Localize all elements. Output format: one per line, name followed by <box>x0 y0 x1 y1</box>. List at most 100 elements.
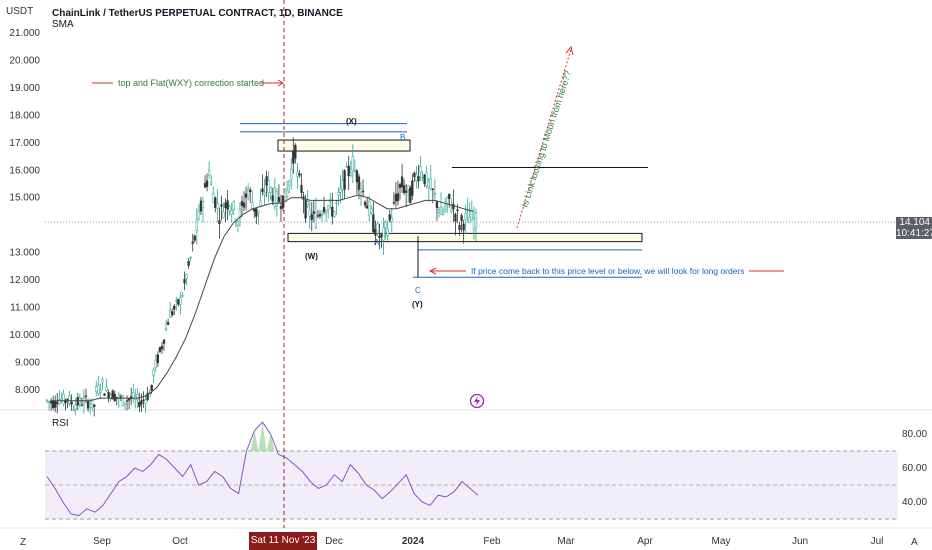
drawing-levels[interactable] <box>240 123 648 278</box>
candle-body <box>195 219 198 231</box>
candle-body <box>230 210 233 215</box>
candle-body <box>388 214 391 221</box>
candle-body <box>353 169 357 172</box>
candle-body <box>185 274 188 279</box>
candle-body <box>390 217 393 222</box>
auto-scale-button-right[interactable]: A <box>911 537 918 548</box>
candle-body <box>417 176 420 182</box>
candle-body <box>226 200 229 210</box>
candle-body <box>316 215 320 217</box>
wave-label-a: A <box>374 238 380 247</box>
candle-body <box>103 393 106 396</box>
candle-body <box>228 206 231 212</box>
candle-body <box>468 217 471 224</box>
candle-body <box>431 188 434 190</box>
candle-body <box>218 220 221 224</box>
lightning-icon[interactable] <box>469 393 485 409</box>
candle-body <box>409 187 412 204</box>
candle-body <box>386 229 389 236</box>
candle-body <box>423 174 426 185</box>
candle-body <box>429 178 432 189</box>
candle-body <box>47 401 51 403</box>
candle-body <box>236 221 240 226</box>
candle-body <box>441 210 445 214</box>
time-tick-label: Apr <box>637 536 653 547</box>
candle-body <box>425 172 428 187</box>
candle-body <box>427 181 430 188</box>
candle-body <box>119 396 123 398</box>
price-tick-label: 12.000 <box>9 275 40 286</box>
price-tick-label: 20.000 <box>9 55 40 66</box>
sma-line <box>51 194 474 402</box>
rsi-axis[interactable]: 80.00 60.00 40.00 <box>902 429 927 508</box>
candle-body <box>275 191 279 206</box>
price-tick-label: 21.000 <box>9 28 40 39</box>
candle-body <box>343 170 346 190</box>
candle-body <box>107 392 110 398</box>
candle-body <box>45 399 49 402</box>
candle-body <box>142 399 145 402</box>
candle-body <box>58 399 61 404</box>
moon-arrow <box>516 48 572 229</box>
candle-body <box>300 185 303 193</box>
candle-body <box>292 150 295 164</box>
candle-body <box>366 205 369 209</box>
time-tick-label: Mar <box>557 536 575 547</box>
candle-body <box>86 401 90 409</box>
candle-body <box>257 210 260 214</box>
time-tick-label: Oct <box>172 536 188 547</box>
candle-body <box>201 201 205 208</box>
candle-body <box>320 214 324 216</box>
candle-body <box>197 210 201 220</box>
candle-body <box>347 165 350 177</box>
candle-body <box>333 211 336 217</box>
candle-body <box>458 225 461 231</box>
wave-label-w: (W) <box>305 252 318 261</box>
time-tick-label: Jun <box>792 536 808 547</box>
price-axis[interactable]: 21.000 20.000 19.000 18.000 17.000 16.000 15.0… <box>9 28 40 396</box>
candle-body <box>263 192 266 195</box>
candle-body <box>187 260 190 266</box>
candle-body <box>306 201 309 205</box>
candle-body <box>111 390 114 400</box>
wave-label-x: (X) <box>346 117 357 126</box>
candle-body <box>444 205 447 210</box>
candle-body <box>396 193 400 202</box>
indicator-label: SMA <box>52 19 74 30</box>
candle-body <box>246 189 250 198</box>
candle-body <box>156 354 159 364</box>
candle-body <box>189 257 192 259</box>
candle-body <box>304 199 307 219</box>
rsi-tick-label: 80.00 <box>902 429 927 440</box>
candle-body <box>255 208 258 217</box>
time-axis[interactable]: Sep Oct Dec 2024 Feb Mar Apr May Jun Jul <box>93 536 883 547</box>
candle-body <box>265 176 268 186</box>
rsi-label: RSI <box>52 418 69 429</box>
price-tick-label: 16.000 <box>9 165 40 176</box>
candle-body <box>162 339 166 344</box>
support-zone <box>287 232 643 243</box>
candlestick-series <box>45 137 478 417</box>
candle-body <box>203 183 207 188</box>
chart-legend[interactable]: ChainLink / TetherUS PERPETUAL CONTRACT,… <box>52 8 343 30</box>
candle-body <box>64 399 67 403</box>
candle-body <box>452 203 455 210</box>
candle-body <box>318 213 322 217</box>
candle-body <box>368 201 371 216</box>
candle-body <box>269 187 272 194</box>
candle-body <box>394 194 398 202</box>
candle-body <box>273 187 276 207</box>
candle-body <box>349 172 352 176</box>
candle-body <box>127 398 131 401</box>
time-tick-label: Jul <box>871 536 884 547</box>
candle-body <box>298 173 301 176</box>
candle-body <box>166 322 170 325</box>
candle-body <box>193 235 196 241</box>
candle-body <box>49 400 53 404</box>
auto-scale-button-left[interactable]: Z <box>20 537 27 548</box>
candle-body <box>339 188 342 193</box>
price-tick-label: 15.000 <box>9 193 40 204</box>
bar-countdown: 10:41:27 <box>896 228 932 239</box>
candle-body <box>462 223 465 231</box>
